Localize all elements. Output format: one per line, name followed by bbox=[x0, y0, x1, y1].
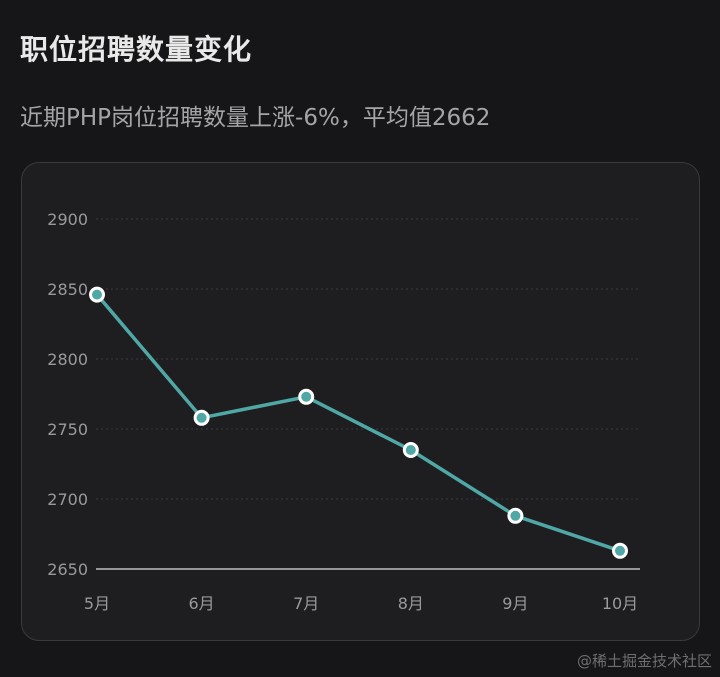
page-title: 职位招聘数量变化 bbox=[20, 33, 253, 66]
x-tick-label: 10月 bbox=[602, 594, 638, 613]
y-tick-label: 2700 bbox=[47, 490, 88, 509]
y-tick-label: 2650 bbox=[47, 560, 88, 579]
x-axis-ticks: 5月 6月 7月 8月 9月 10月 bbox=[84, 594, 638, 613]
data-point[interactable] bbox=[193, 409, 210, 426]
y-tick-label: 2750 bbox=[47, 420, 88, 439]
chart-card bbox=[21, 162, 700, 641]
series-line-layer bbox=[95, 292, 622, 553]
data-point[interactable] bbox=[89, 286, 105, 303]
data-point[interactable] bbox=[612, 542, 628, 559]
data-points bbox=[89, 286, 628, 559]
y-axis-ticks: 2650 2700 2750 2800 2850 2900 bbox=[47, 210, 88, 579]
watermark: @稀土掘金技术社区 bbox=[576, 652, 712, 670]
series-line bbox=[95, 292, 622, 553]
y-tick-label: 2900 bbox=[47, 210, 88, 229]
data-point[interactable] bbox=[402, 442, 419, 458]
x-tick-label: 5月 bbox=[84, 594, 110, 613]
y-tick-label: 2850 bbox=[47, 280, 88, 299]
data-point[interactable] bbox=[507, 507, 524, 524]
grid-lines bbox=[96, 218, 640, 570]
page-subtitle: 近期PHP岗位招聘数量上涨-6%，平均值2662 bbox=[20, 105, 491, 131]
y-tick-label: 2800 bbox=[47, 350, 88, 369]
x-tick-label: 8月 bbox=[398, 594, 424, 613]
x-tick-label: 6月 bbox=[189, 594, 215, 613]
data-point[interactable] bbox=[298, 388, 315, 405]
x-tick-label: 9月 bbox=[502, 594, 528, 613]
x-tick-label: 7月 bbox=[293, 594, 319, 613]
